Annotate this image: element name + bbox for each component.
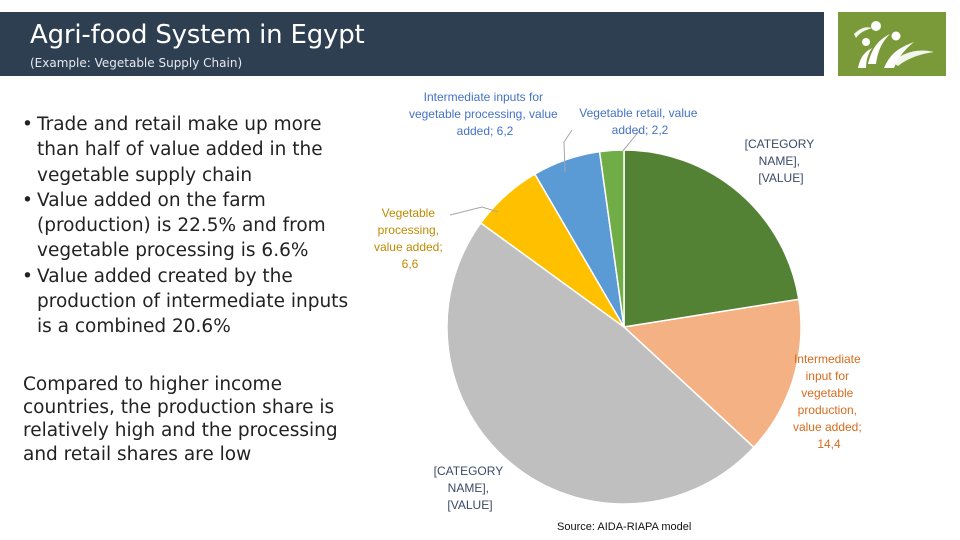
bullet-text: Value added created by the production of… bbox=[37, 265, 349, 338]
bullet-item: • Trade and retail make up more than hal… bbox=[22, 112, 352, 188]
label-intermediate-processing: Intermediate inputs for vegetable proces… bbox=[409, 90, 561, 138]
summary-paragraph: Compared to higher income countries, the… bbox=[23, 374, 338, 465]
bullet-item: • Value added created by the production … bbox=[22, 264, 352, 340]
label-retail: Vegetable retail, value added; 2,2 bbox=[579, 106, 700, 137]
bullet-text: Value added on the farm (production) is … bbox=[37, 189, 326, 262]
page-subtitle: (Example: Vegetable Supply Chain) bbox=[30, 56, 243, 70]
label-trade: [CATEGORY NAME], [VALUE] bbox=[434, 464, 507, 512]
slice-intermediate-production bbox=[622, 298, 802, 449]
bullet-item: • Value added on the farm (production) i… bbox=[22, 188, 352, 264]
bullet-list: • Trade and retail make up more than hal… bbox=[22, 112, 352, 340]
logo bbox=[838, 12, 946, 76]
people-leaves-logo-icon bbox=[854, 21, 934, 68]
slice-production bbox=[623, 149, 800, 328]
leader-line-intermediate-processing bbox=[563, 129, 573, 173]
label-production: [CATEGORY NAME], [VALUE] bbox=[745, 137, 818, 185]
leader-line-retail bbox=[621, 129, 641, 153]
bullet-text: Trade and retail make up more than half … bbox=[37, 114, 323, 186]
chart-source: Source: AIDA-RIAPA model bbox=[557, 521, 691, 533]
label-processing: Vegetable processing, value added; 6,6 bbox=[374, 206, 446, 271]
slice-trade-and-retail bbox=[446, 221, 755, 505]
header-bar: Agri-food System in Egypt (Example: Vege… bbox=[0, 12, 824, 76]
page-title: Agri-food System in Egypt bbox=[30, 20, 365, 50]
leader-line-processing bbox=[449, 206, 499, 216]
label-intermediate-production: Intermediate input for vegetable product… bbox=[793, 352, 865, 451]
